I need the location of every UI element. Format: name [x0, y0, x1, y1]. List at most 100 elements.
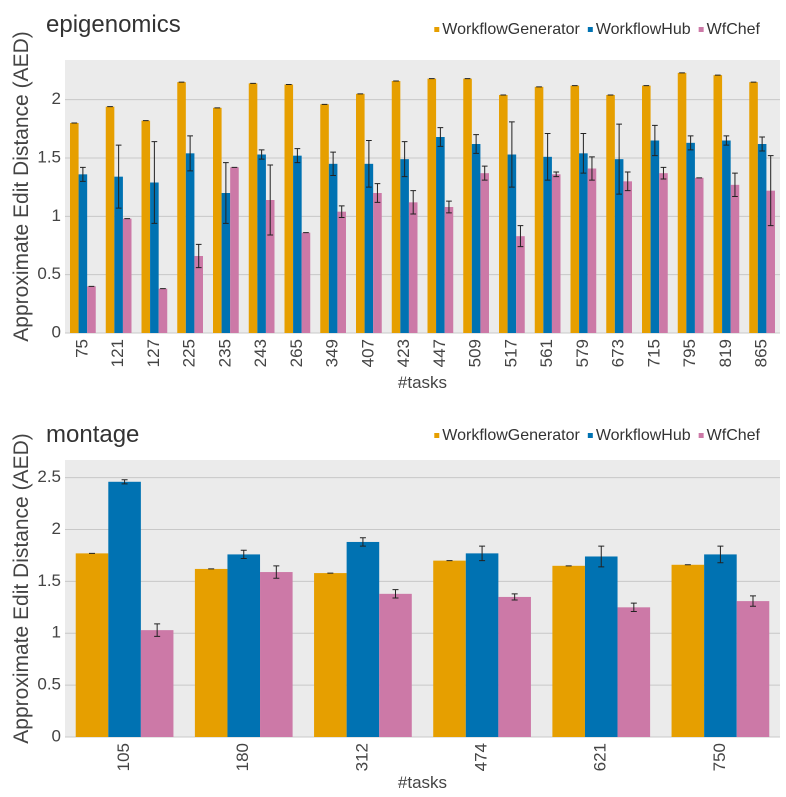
error-bar: [598, 545, 605, 568]
error-bar: [374, 183, 381, 203]
bar: [373, 193, 382, 333]
error-bar: [187, 135, 193, 172]
legend-label: WorkflowHub: [596, 427, 691, 444]
bar: [108, 481, 141, 737]
x-tick-label: 407: [358, 339, 377, 367]
bar: [400, 159, 409, 333]
bar: [194, 568, 228, 737]
bar: [230, 167, 239, 333]
legend-marker: [434, 433, 440, 438]
bar: [650, 140, 660, 333]
x-tick-label: 509: [466, 339, 485, 367]
bar: [617, 607, 651, 737]
bar: [730, 184, 740, 333]
bar: [346, 541, 380, 737]
bar: [463, 78, 472, 334]
bar: [320, 104, 329, 333]
x-tick-label: 795: [680, 339, 699, 367]
bar: [105, 106, 115, 334]
x-tick-label: 715: [644, 339, 663, 367]
x-axis-label: #tasks: [398, 373, 447, 392]
bar: [301, 232, 311, 333]
error-bar: [410, 190, 417, 215]
bar: [248, 83, 258, 333]
bar: [736, 601, 770, 737]
error-bar: [544, 133, 551, 181]
error-bar: [294, 148, 301, 164]
y-axis-label: Approximate Edit Distance (AED): [10, 433, 33, 743]
error-bar: [511, 593, 518, 601]
bar: [516, 236, 525, 333]
bar: [391, 81, 401, 333]
bar: [194, 256, 203, 333]
error-bar: [616, 123, 622, 195]
y-tick-label: 2.5: [37, 467, 61, 486]
error-bar: [267, 164, 274, 236]
y-tick-label: 0: [52, 726, 61, 745]
bar: [606, 95, 615, 333]
bar: [552, 565, 585, 737]
bar: [70, 123, 79, 333]
legend-item: WorkflowHub: [587, 427, 691, 444]
bar: [480, 173, 489, 333]
bar: [293, 155, 302, 333]
bar: [227, 554, 261, 737]
bar: [471, 144, 481, 333]
bar: [465, 553, 499, 737]
bar: [140, 630, 174, 737]
y-tick-label: 1: [52, 623, 61, 642]
error-bar: [115, 144, 122, 209]
error-bar: [687, 135, 694, 151]
x-tick-label: 517: [501, 339, 520, 367]
bar: [587, 168, 597, 333]
bar: [114, 176, 123, 333]
plot-background: [65, 460, 780, 737]
error-bar: [121, 479, 128, 485]
error-bar: [359, 537, 366, 547]
bar: [584, 556, 618, 737]
legend-label: WfChef: [707, 427, 761, 444]
bar: [551, 174, 561, 333]
bar: [677, 72, 687, 333]
x-tick-label: 105: [114, 743, 133, 771]
error-bar: [767, 155, 774, 227]
legend-marker: [434, 27, 440, 32]
x-tick-label: 423: [394, 339, 413, 367]
y-tick-label: 0.5: [37, 264, 61, 283]
bar: [141, 120, 151, 334]
x-tick-label: 312: [352, 743, 371, 771]
error-bar: [446, 200, 452, 214]
error-bar: [553, 171, 560, 178]
y-tick-label: 1: [52, 206, 61, 225]
legend-item: WorkflowGenerator: [434, 427, 580, 444]
bar: [623, 181, 632, 333]
x-tick-label: 621: [591, 743, 610, 771]
x-tick-label: 180: [233, 743, 252, 771]
x-tick-label: 265: [287, 339, 306, 367]
error-bar: [652, 124, 658, 157]
bar: [713, 75, 723, 334]
error-bar: [717, 545, 724, 564]
chart-title: epigenomics: [46, 11, 181, 38]
y-tick-label: 1.5: [37, 571, 61, 590]
y-tick-label: 2: [52, 519, 61, 538]
x-tick-label: 121: [108, 339, 127, 367]
bar: [642, 85, 651, 334]
legend-item: WfChef: [698, 427, 761, 444]
error-bar: [630, 602, 637, 612]
y-tick-label: 2: [52, 89, 61, 108]
error-bar: [151, 141, 158, 224]
bar: [87, 286, 96, 333]
bar: [328, 163, 338, 333]
error-bar: [437, 127, 444, 147]
bar: [498, 596, 531, 737]
bar: [408, 202, 418, 333]
error-bar: [258, 149, 265, 160]
x-tick-label: 243: [251, 339, 270, 367]
bar: [433, 560, 466, 737]
legend-label: WfChef: [707, 21, 761, 38]
error-bar: [660, 166, 667, 180]
bar: [722, 140, 731, 333]
x-tick-label: 225: [180, 339, 199, 367]
x-tick-label: 750: [710, 743, 729, 771]
